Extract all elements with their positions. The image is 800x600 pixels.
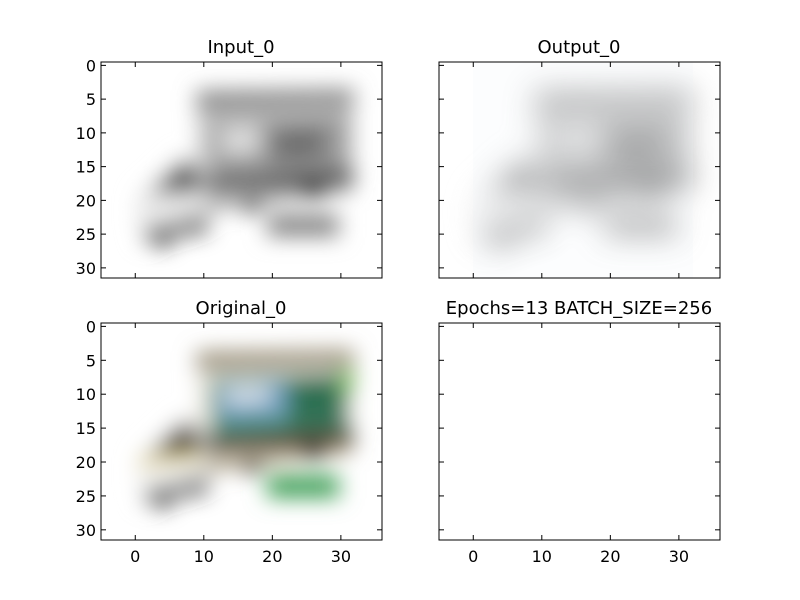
x-tick-label: 30 [331, 547, 351, 566]
y-tick-label: 0 [86, 56, 96, 75]
panel-title-input: Input_0 [207, 37, 274, 58]
original-image [137, 349, 354, 507]
y-tick-label: 30 [76, 259, 96, 278]
axes-output [438, 61, 721, 279]
axes-frame-output [438, 61, 721, 279]
x-tick-label: 0 [130, 547, 140, 566]
y-tick-label: 10 [76, 124, 96, 143]
y-tick-label: 20 [76, 453, 96, 472]
axes-frame-original [100, 322, 383, 541]
x-tick-label: 30 [669, 547, 689, 566]
input-image [137, 88, 354, 246]
panel-title-original: Original_0 [196, 298, 287, 319]
y-tick-label: 30 [76, 521, 96, 540]
y-tick-label: 15 [76, 158, 96, 177]
y-tick-label: 0 [86, 317, 96, 336]
panel-title-hyperparams: Epochs=13 BATCH_SIZE=256 [446, 298, 712, 319]
y-tick-label: 10 [76, 385, 96, 404]
x-tick-label: 10 [532, 547, 552, 566]
y-tick-label: 25 [76, 487, 96, 506]
axes-frame-hyperparams [438, 322, 721, 541]
y-tick-label: 25 [76, 225, 96, 244]
y-tick-label: 15 [76, 419, 96, 438]
x-tick-label: 0 [468, 547, 478, 566]
axes-input: 0 5 10 15 20 25 30 [76, 56, 383, 279]
axes-hyperparams: 0 10 20 30 [438, 322, 721, 566]
x-tick-label: 20 [600, 547, 620, 566]
y-tick-label: 5 [86, 351, 96, 370]
output-image [473, 62, 693, 278]
axes-frame-input [100, 61, 383, 279]
axes-original: 0 10 20 30 0 5 10 15 20 25 30 [76, 317, 383, 566]
x-tick-label: 20 [262, 547, 282, 566]
y-tick-label: 5 [86, 90, 96, 109]
x-tick-label: 10 [194, 547, 214, 566]
y-tick-label: 20 [76, 191, 96, 210]
panel-title-output: Output_0 [538, 37, 621, 58]
